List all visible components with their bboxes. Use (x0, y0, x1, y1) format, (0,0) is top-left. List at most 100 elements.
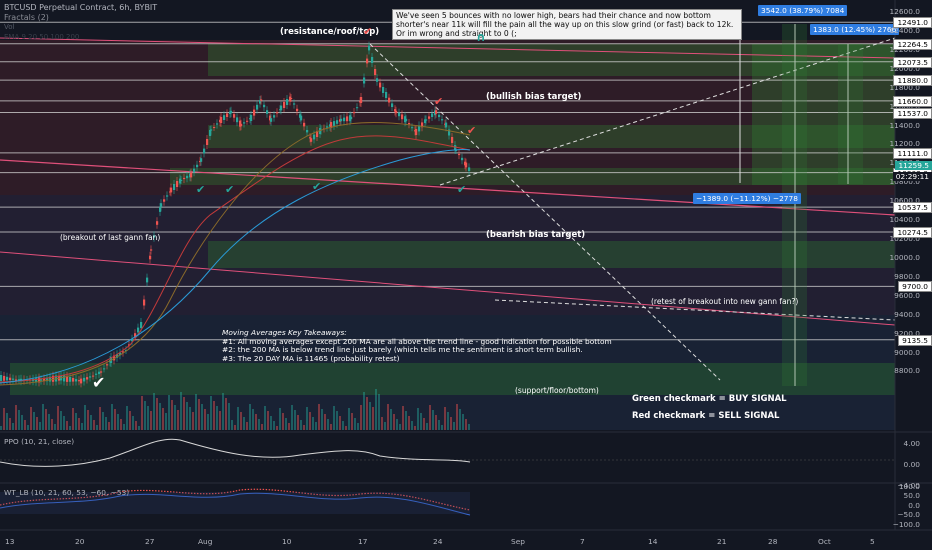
candle (63, 375, 66, 382)
price-tick: 9600.0 (894, 290, 920, 300)
candle (9, 377, 12, 381)
candle (239, 120, 242, 127)
volume-bar (57, 406, 59, 430)
price-tick: 10200.0 (889, 234, 920, 244)
volume-bar (429, 405, 431, 430)
volume-bar (225, 398, 227, 430)
candle (428, 116, 431, 119)
volume-bar (435, 415, 437, 430)
wt-tick: −50.0 (897, 510, 920, 519)
candle (263, 104, 266, 108)
time-tick: 13 (5, 537, 15, 546)
trend-line (0, 251, 896, 326)
lower-zone (0, 315, 895, 430)
price-zone (208, 44, 895, 76)
sell-check-icon: ✔ (434, 95, 444, 108)
volume-bar (279, 408, 281, 430)
wt-band (0, 492, 470, 514)
volume-bar (54, 424, 56, 430)
price-zone (208, 241, 895, 268)
candle (200, 158, 203, 162)
volume-bar (108, 422, 110, 430)
volume-bar (99, 407, 101, 430)
candle (69, 376, 72, 382)
volume-bar (276, 426, 278, 430)
gann-line (439, 37, 896, 186)
volume-bar (453, 422, 455, 430)
volume-bar (45, 409, 47, 430)
price-tick: 11400.0 (889, 120, 920, 130)
mid-zone (0, 195, 895, 315)
candle (465, 162, 468, 168)
indicator-label: Fractals (2) (4, 13, 49, 22)
candle (156, 221, 159, 225)
volume-bar (243, 417, 245, 430)
volume-bar (318, 404, 320, 430)
price-level-label: 11880.0 (893, 75, 932, 87)
candle (100, 371, 103, 373)
volume-bar (357, 423, 359, 430)
candle (43, 378, 46, 381)
volume-bar (117, 414, 119, 430)
time-tick: 17 (358, 537, 368, 546)
volume-bar (168, 395, 170, 430)
wt-tick: 0.0 (908, 501, 920, 510)
vol-label: Vol (4, 23, 15, 31)
candle (116, 354, 119, 358)
volume-bar (267, 411, 269, 430)
candle (183, 177, 186, 180)
time-tick: 10 (282, 537, 292, 546)
price-tick: 9000.0 (894, 347, 920, 357)
candle (206, 139, 209, 145)
candle (286, 99, 289, 105)
time-tick: 5 (870, 537, 875, 546)
volume-bar (9, 418, 11, 430)
candle (374, 69, 377, 75)
wt-tick: 100.0 (898, 482, 920, 491)
candle (468, 167, 471, 171)
candle (173, 184, 176, 190)
support-label: (support/floor/bottom) (515, 386, 599, 395)
candle (391, 103, 394, 107)
volume-bar (414, 426, 416, 430)
volume-bar (156, 398, 158, 430)
volume-bar (324, 414, 326, 430)
volume-bar (123, 424, 125, 430)
ppo-tick: −4.00 (897, 481, 920, 490)
volume-bar (51, 419, 53, 430)
volume-bar (288, 423, 290, 430)
volume-bar (402, 406, 404, 430)
candle (394, 109, 397, 112)
candle (113, 355, 116, 361)
volume-bar (48, 414, 50, 430)
volume-bar (18, 410, 20, 430)
price-level-label: 11537.0 (893, 107, 932, 119)
time-tick: 14 (648, 537, 658, 546)
candle (95, 373, 98, 375)
volume-bar (120, 419, 122, 430)
candle (445, 122, 448, 128)
candle (209, 130, 212, 136)
candle (326, 126, 329, 128)
volume-bar (237, 407, 239, 430)
candle (424, 119, 427, 123)
volume-bar (432, 410, 434, 430)
wt-line (0, 488, 471, 511)
ppo-tick: 0.00 (903, 460, 920, 469)
candle (300, 115, 303, 121)
volume-bar (102, 412, 104, 430)
volume-bar (228, 403, 230, 430)
candle (276, 112, 279, 114)
candle (343, 117, 346, 122)
candle (259, 100, 262, 104)
candle (0, 375, 3, 381)
volume-bar (150, 411, 152, 430)
volume-bar (66, 421, 68, 430)
candle (451, 137, 454, 143)
candle (6, 376, 9, 381)
volume-bar (222, 393, 224, 430)
candle (12, 378, 15, 380)
time-tick: 20 (75, 537, 85, 546)
